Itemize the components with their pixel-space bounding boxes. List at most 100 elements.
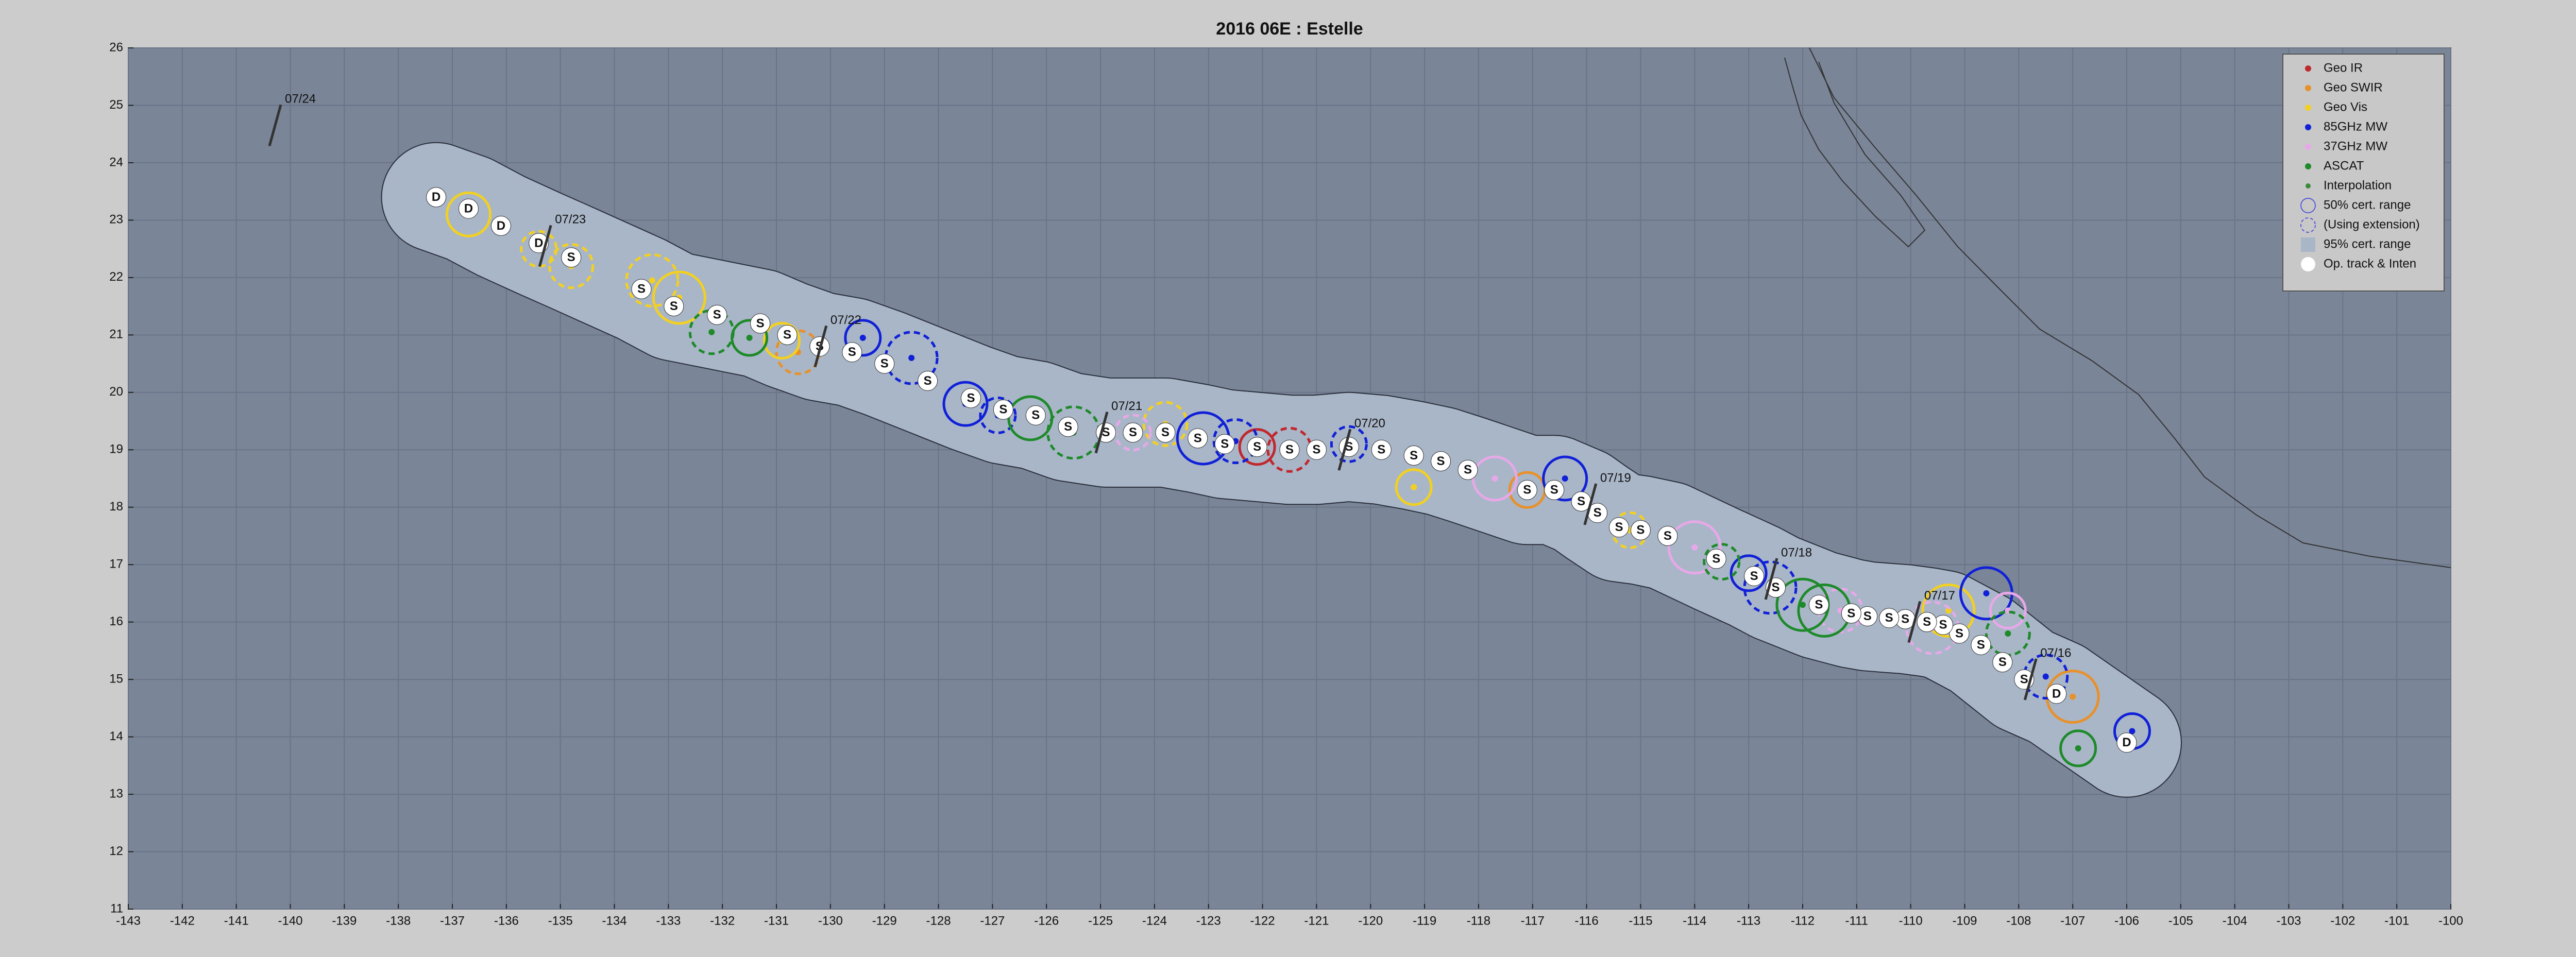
track-point	[1609, 517, 1630, 538]
intensity-label: S	[783, 328, 791, 342]
track-point	[777, 324, 798, 345]
observation-range	[1471, 455, 1518, 502]
y-tick-label: 23	[109, 213, 123, 227]
track-point	[1058, 417, 1078, 437]
x-tick-label: -119	[1413, 914, 1436, 928]
observation-point	[859, 334, 866, 341]
legend-label: 95% cert. range	[2324, 237, 2411, 251]
x-tick-label: -118	[1467, 914, 1490, 928]
track-point	[1949, 623, 1970, 644]
track-point	[1744, 566, 1765, 586]
y-tick-label: 17	[109, 557, 123, 571]
observation-range	[979, 396, 1017, 434]
x-tick-label: -107	[2060, 914, 2085, 928]
intensity-label: S	[1939, 618, 1947, 632]
y-tick-label: 24	[109, 155, 123, 169]
intensity-label: S	[1923, 615, 1931, 629]
marks: DDSSSSSSSSSSSSSSSSSSSSSSSSSSSSSSSSSSSSSS…	[268, 92, 2151, 767]
intensity-label: S	[1285, 443, 1294, 457]
intensity-label: S	[1847, 606, 1855, 620]
observation-point	[2075, 745, 2081, 751]
x-tick-label: -121	[1304, 914, 1329, 928]
y-tick-label: 12	[109, 844, 123, 858]
observation-range	[1703, 543, 1741, 581]
intensity-label: S	[1523, 483, 1531, 497]
observation-range	[1989, 591, 2027, 629]
track-point	[1879, 608, 1900, 628]
y-tick-label: 20	[109, 385, 123, 399]
x-tick-label: -105	[2168, 914, 2193, 928]
track-point	[458, 198, 479, 219]
legend-marker	[2301, 257, 2315, 271]
x-tick-label: -132	[710, 914, 735, 928]
date-label: 07/17	[1924, 589, 1955, 603]
intensity-label: S	[924, 374, 932, 388]
track-point	[1971, 635, 1991, 655]
legend-label: Op. track & Inten	[2324, 257, 2416, 270]
intensity-label: S	[1772, 580, 1780, 594]
observation-point	[2042, 673, 2049, 680]
y-tick-label: 21	[109, 328, 123, 341]
observation-point	[1799, 602, 1806, 608]
legend-marker	[2300, 217, 2316, 233]
x-tick-label: -110	[1899, 914, 1922, 928]
observation-point	[649, 277, 655, 284]
legend-label: Geo IR	[2324, 61, 2363, 75]
intensity-label: S	[1750, 569, 1758, 583]
intensity-label: S	[1594, 506, 1602, 520]
observation-range	[1395, 468, 1433, 506]
observation-range	[1542, 455, 1588, 502]
track-point	[750, 313, 771, 334]
intensity-label: D	[534, 236, 543, 250]
intensity-label: D	[432, 190, 440, 204]
track-point	[842, 342, 862, 363]
track-point	[874, 353, 895, 374]
intensity-label: D	[2122, 736, 2131, 749]
x-tick-label: -124	[1142, 914, 1167, 928]
x-tick-label: -109	[1952, 914, 1977, 928]
intensity-label: S	[2020, 672, 2028, 686]
intensity-label: S	[1636, 523, 1645, 537]
date-tick	[1764, 558, 1778, 600]
observation-range	[445, 191, 492, 237]
intensity-label: S	[1955, 626, 1963, 640]
intensity-label: S	[1312, 443, 1320, 457]
intensity-label: S	[1815, 598, 1823, 612]
legend-marker	[2305, 85, 2311, 91]
track-point	[1517, 480, 1537, 500]
legend-marker	[2305, 144, 2311, 150]
coastline	[1784, 57, 1926, 248]
date-label: 07/24	[285, 92, 316, 106]
intensity-label: S	[1031, 408, 1040, 422]
track-point	[1214, 434, 1235, 454]
x-tick-label: -116	[1574, 914, 1598, 928]
intensity-label: S	[1885, 611, 1893, 625]
observation-point	[1562, 475, 1568, 482]
observation-point	[2005, 630, 2011, 637]
x-tick-label: -106	[2114, 914, 2139, 928]
x-tick-label: -122	[1250, 914, 1275, 928]
legend-label: 85GHz MW	[2324, 119, 2387, 133]
observation-range	[884, 331, 939, 385]
track-point	[707, 304, 727, 325]
x-tick-label: -126	[1034, 914, 1059, 928]
x-tick-label: -115	[1629, 914, 1652, 928]
intensity-label: D	[2052, 687, 2061, 700]
track-point	[1371, 439, 1392, 460]
x-tick-label: -117	[1521, 914, 1545, 928]
intensity-label: S	[1577, 494, 1585, 508]
track-point	[960, 388, 981, 408]
observation-range	[763, 321, 801, 360]
track-point	[1247, 437, 1267, 457]
observation-range	[1921, 583, 1976, 638]
x-tick-label: -103	[2276, 914, 2301, 928]
observation-range	[1743, 560, 1798, 615]
track-point	[1630, 520, 1651, 540]
x-tick-label: -112	[1791, 914, 1815, 928]
date-tick	[1583, 483, 1598, 525]
x-tick-label: -113	[1737, 914, 1760, 928]
observation-range	[688, 309, 735, 355]
x-tick-label: -140	[278, 914, 302, 928]
intensity-label: S	[1664, 529, 1672, 543]
legend: Geo IR Geo SWIR Geo Vis 85GHz MW 37GHz MW ASC…	[2282, 54, 2445, 292]
